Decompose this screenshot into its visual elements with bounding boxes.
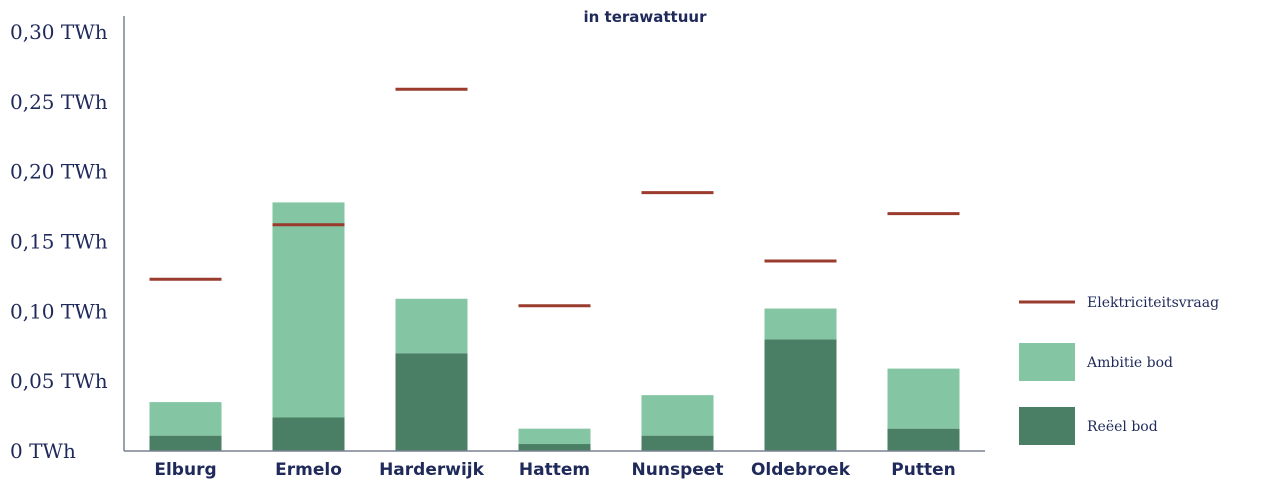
x-axis: Elburg Ermelo Harderwijk Hattem Nunspeet Olde… bbox=[124, 450, 985, 480]
bar-segment-re-el-bod bbox=[272, 417, 345, 451]
y-tick-label: 0,15 TWh bbox=[10, 230, 108, 254]
bar-segment-re-el-bod bbox=[395, 353, 468, 451]
bar-segment-re-el-bod bbox=[887, 428, 960, 451]
x-tick-label: Hattem bbox=[519, 460, 590, 480]
x-tick-label: Elburg bbox=[154, 460, 216, 480]
bar-segment-ambitie-bod bbox=[887, 368, 960, 429]
y-tick-label: 0,05 TWh bbox=[10, 369, 108, 393]
bar-segment-ambitie-bod bbox=[149, 402, 222, 436]
y-tick-label: 0,25 TWh bbox=[10, 90, 108, 114]
bar-segment-re-el-bod bbox=[764, 339, 837, 451]
bar-segment-re-el-bod bbox=[641, 435, 714, 451]
bar-segment-re-el-bod bbox=[518, 444, 591, 451]
demand-lines bbox=[149, 87, 960, 308]
x-tick-label: Putten bbox=[891, 460, 955, 480]
legend-label: Reëel bod bbox=[1087, 419, 1158, 435]
legend-color-swatch bbox=[1019, 343, 1075, 381]
chart-title-group: in terawattuur bbox=[584, 8, 708, 26]
bar-segment-re-el-bod bbox=[149, 435, 222, 451]
legend-color-swatch bbox=[1019, 407, 1075, 445]
legend-label: Ambitie bod bbox=[1086, 355, 1173, 371]
y-tick-label: 0,30 TWh bbox=[10, 20, 108, 44]
bar-segment-ambitie-bod bbox=[518, 428, 591, 445]
y-axis: 0 TWh 0,05 TWh 0,10 TWh 0,15 TWh 0,20 TWh 0,2… bbox=[10, 16, 125, 463]
legend: Elektriciteitsvraag Ambitie bod Reëel bod bbox=[1019, 295, 1219, 445]
bar-segment-ambitie-bod bbox=[272, 202, 345, 418]
x-tick-label: Nunspeet bbox=[632, 460, 724, 480]
legend-label: Elektriciteitsvraag bbox=[1087, 295, 1219, 311]
x-tick-label: Oldebroek bbox=[751, 460, 851, 480]
y-tick-label: 0,10 TWh bbox=[10, 299, 108, 323]
y-tick-label: 0 TWh bbox=[10, 439, 76, 463]
x-tick-label: Harderwijk bbox=[379, 460, 485, 480]
chart-subtitle: in terawattuur bbox=[584, 8, 708, 26]
y-tick-label: 0,20 TWh bbox=[10, 160, 108, 184]
bar-segment-ambitie-bod bbox=[395, 298, 468, 354]
bars bbox=[149, 202, 960, 451]
bar-segment-ambitie-bod bbox=[764, 308, 837, 340]
bar-segment-ambitie-bod bbox=[641, 395, 714, 436]
x-tick-label: Ermelo bbox=[275, 460, 342, 480]
